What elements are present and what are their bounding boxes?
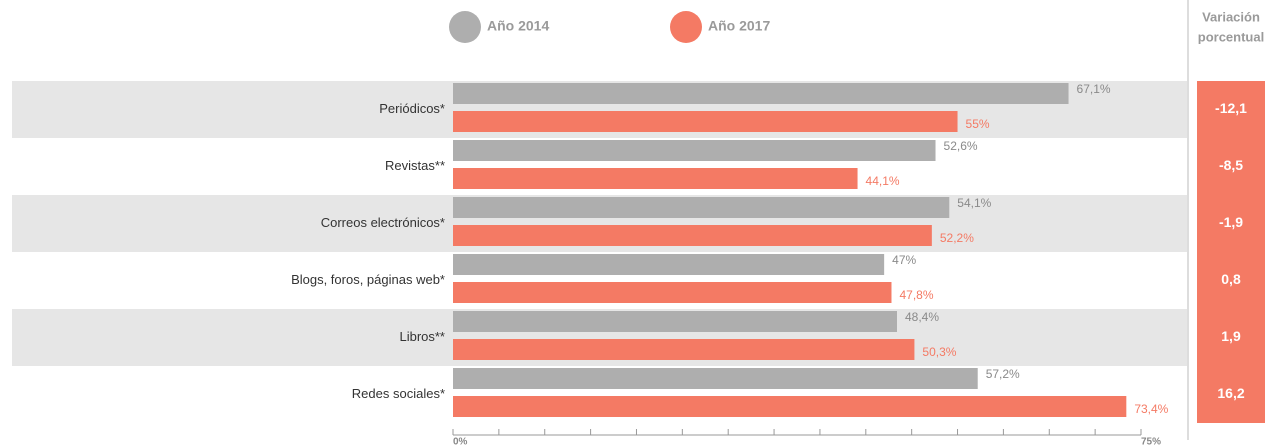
bar xyxy=(453,83,1069,104)
variation-value: -1,9 xyxy=(1219,214,1243,230)
category-label: Blogs, foros, páginas web* xyxy=(291,272,445,287)
variation-column xyxy=(1197,81,1265,423)
x-tick-label: 75% xyxy=(1141,437,1161,447)
category-label: Correos electrónicos* xyxy=(321,215,445,230)
bar xyxy=(453,111,958,132)
category-label: Revistas** xyxy=(385,158,445,173)
variation-value: 0,8 xyxy=(1221,271,1241,287)
variation-value: 1,9 xyxy=(1221,328,1241,344)
category-label: Periódicos* xyxy=(379,101,445,116)
bar xyxy=(453,140,936,161)
variation-value: -8,5 xyxy=(1219,157,1243,173)
value-label: 73,4% xyxy=(1134,402,1168,416)
value-label: 50,3% xyxy=(922,345,956,359)
bar xyxy=(453,254,885,275)
value-label: 48,4% xyxy=(905,310,939,324)
legend-label: Año 2017 xyxy=(708,18,770,34)
legend-swatch xyxy=(670,11,702,43)
category-label: Libros** xyxy=(399,329,445,344)
bar xyxy=(453,282,892,303)
value-label: 44,1% xyxy=(866,174,900,188)
bar xyxy=(453,339,915,360)
bar xyxy=(453,368,978,389)
value-label: 47,8% xyxy=(899,288,933,302)
x-tick-label: 0% xyxy=(453,437,468,447)
bar xyxy=(453,311,897,332)
value-label: 55% xyxy=(966,117,990,131)
variation-title: porcentual xyxy=(1198,29,1264,44)
value-label: 67,1% xyxy=(1077,82,1111,96)
bar xyxy=(453,225,932,246)
value-label: 52,6% xyxy=(944,139,978,153)
value-label: 47% xyxy=(892,253,916,267)
bar xyxy=(453,197,950,218)
value-label: 52,2% xyxy=(940,231,974,245)
value-label: 54,1% xyxy=(957,196,991,210)
variation-title: Variación xyxy=(1202,9,1260,24)
legend-swatch xyxy=(449,11,481,43)
bar xyxy=(453,168,858,189)
value-label: 57,2% xyxy=(986,367,1020,381)
bar xyxy=(453,396,1127,417)
category-label: Redes sociales* xyxy=(352,386,445,401)
variation-value: 16,2 xyxy=(1217,385,1244,401)
legend-label: Año 2014 xyxy=(487,18,549,34)
variation-value: -12,1 xyxy=(1215,100,1247,116)
